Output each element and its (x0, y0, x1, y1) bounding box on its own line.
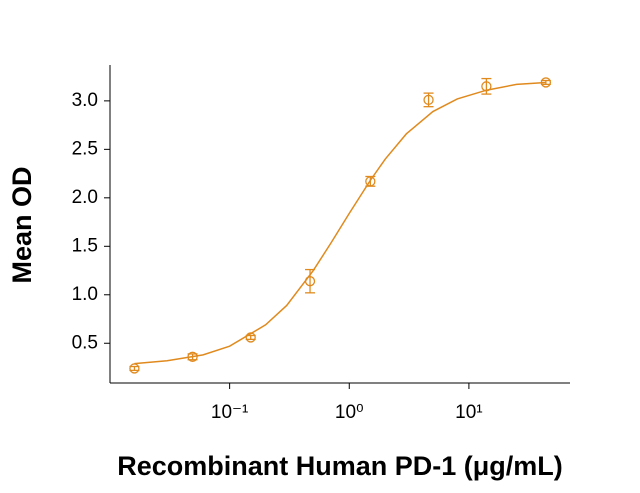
x-axis-title: Recombinant Human PD-1 (μg/mL) (117, 451, 563, 481)
data-point (365, 176, 376, 187)
data-point (245, 332, 256, 343)
error-bar (129, 365, 140, 372)
data-point (540, 77, 552, 88)
data-point (129, 363, 140, 374)
x-tick-label: 10⁻¹ (211, 402, 249, 423)
error-bar (481, 77, 492, 95)
y-tick-label: 0.5 (72, 332, 98, 353)
y-tick-label: 1.0 (72, 284, 98, 305)
error-bar (245, 334, 256, 341)
y-tick-label: 2.0 (72, 187, 98, 208)
data-point (187, 351, 198, 362)
y-tick-label: 2.5 (72, 138, 98, 159)
data-point (481, 81, 492, 92)
x-tick-label: 10¹ (455, 402, 482, 423)
y-tick-label: 3.0 (72, 90, 98, 111)
y-axis-title: Mean OD (7, 166, 37, 283)
error-bar (305, 268, 316, 294)
x-tick-label: 10⁰ (335, 402, 364, 423)
error-bar (540, 79, 551, 86)
data-point (423, 94, 434, 106)
data-point (304, 276, 316, 287)
fit-curve (134, 81, 546, 365)
y-tick-label: 1.5 (72, 235, 98, 256)
